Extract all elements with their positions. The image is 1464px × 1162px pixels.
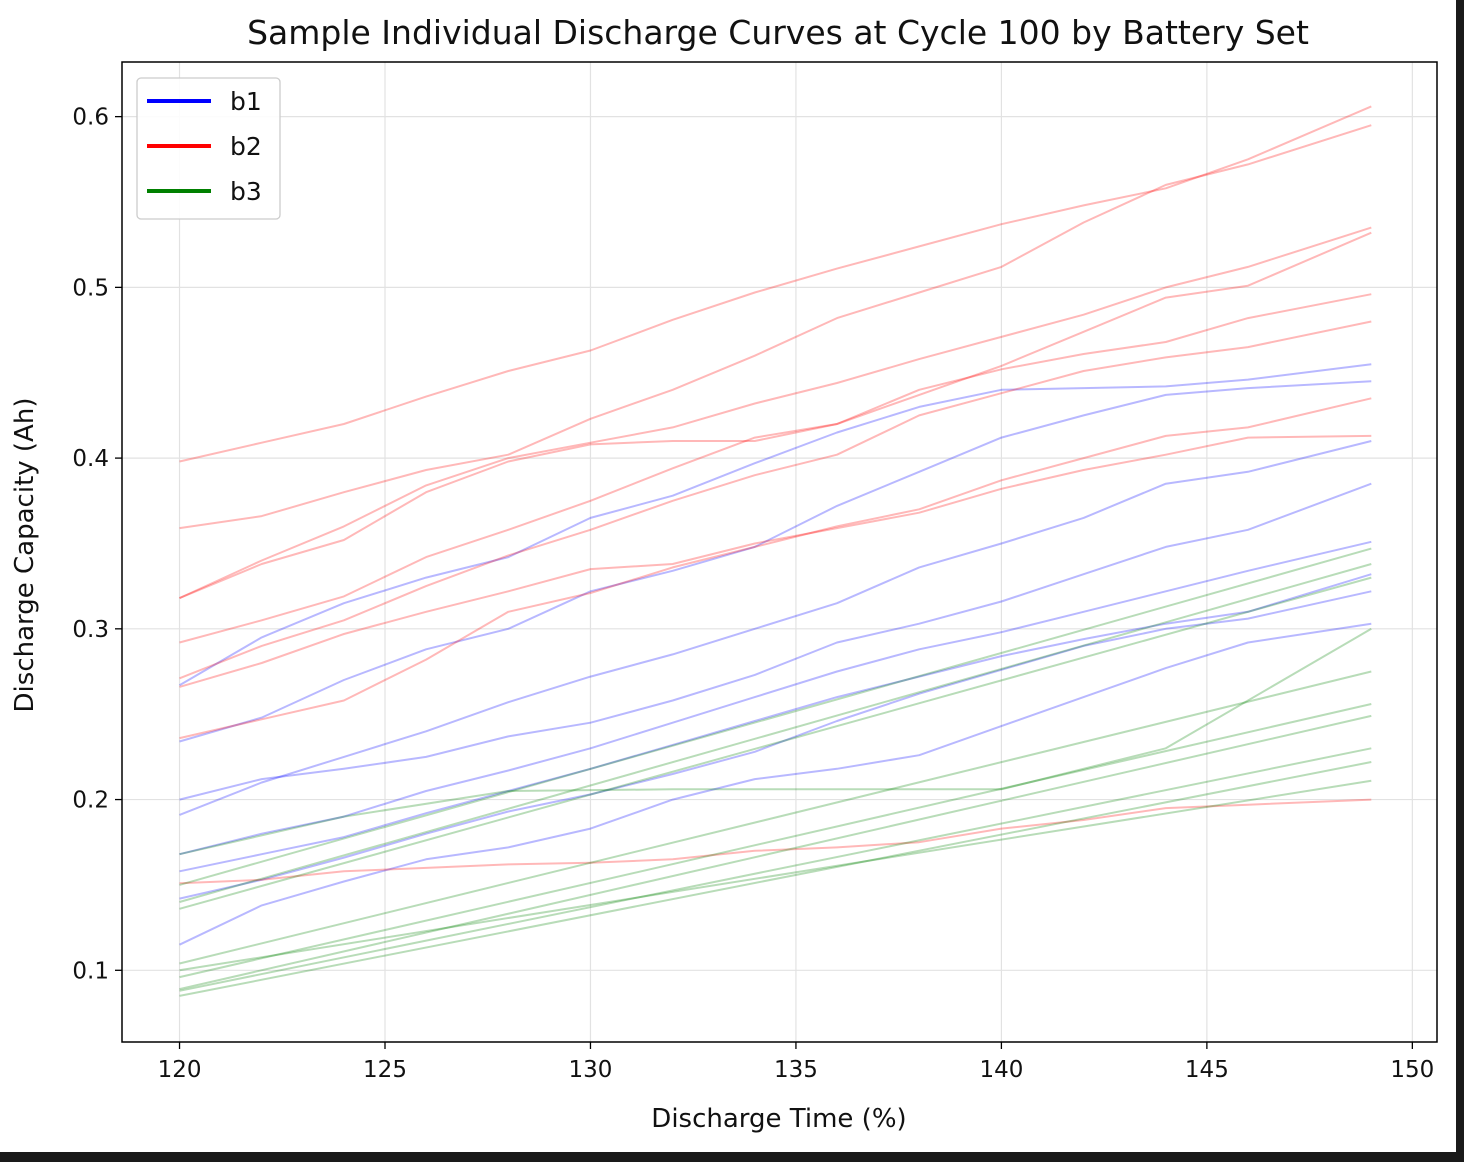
- window-right-edge: [1456, 0, 1464, 1162]
- series-line-b1-5: [179, 573, 1372, 873]
- series-line-b3-17: [179, 547, 1372, 886]
- series-line-b3-18: [179, 563, 1372, 903]
- legend-box: [136, 77, 281, 220]
- series-line-b1-7: [179, 622, 1372, 946]
- series-line-b1-2: [179, 440, 1372, 816]
- series-line-b1-6: [179, 590, 1372, 900]
- series-line-b2-11: [179, 231, 1372, 600]
- y-tick-label: 0.1: [72, 958, 109, 984]
- series-line-b1-4: [179, 540, 1372, 856]
- series-line-b2-10: [179, 226, 1372, 600]
- series-lines: [178, 105, 1372, 997]
- y-tick-label: 0.6: [72, 105, 109, 131]
- series-line-b3-19: [179, 576, 1372, 910]
- series-line-b2-12: [179, 293, 1372, 644]
- legend-label-b2: b2: [230, 132, 262, 161]
- y-tick-label: 0.5: [72, 275, 109, 301]
- series-line-b3-22: [179, 703, 1372, 979]
- series-line-b1-0: [178, 363, 1372, 687]
- y-tick-label: 0.4: [72, 446, 109, 472]
- series-line-b3-25: [179, 761, 1372, 997]
- x-tick-label: 145: [1185, 1057, 1229, 1083]
- series-line-b1-3: [179, 482, 1372, 801]
- series-line-b1-1: [179, 380, 1372, 743]
- grid: [122, 62, 1437, 1042]
- series-line-b3-26: [179, 779, 1372, 972]
- x-tick-label: 125: [363, 1057, 407, 1083]
- series-line-b2-14: [179, 397, 1372, 740]
- legend-label-b1: b1: [230, 87, 262, 116]
- plot-frame: [121, 61, 1438, 1043]
- series-line-b3-21: [179, 670, 1372, 965]
- x-tick-label: 130: [569, 1057, 613, 1083]
- series-line-b2-16: [179, 798, 1372, 885]
- series-line-b2-9: [179, 124, 1372, 530]
- series-line-b3-24: [179, 747, 1372, 992]
- x-tick-label: 140: [979, 1057, 1023, 1083]
- series-line-b3-20: [179, 627, 1372, 856]
- series-line-b3-23: [179, 714, 1372, 991]
- legend: b1 b2 b3: [136, 77, 281, 220]
- y-tick-label: 0.2: [72, 788, 109, 814]
- x-tick-label: 135: [774, 1057, 818, 1083]
- legend-label-b3: b3: [230, 177, 262, 206]
- series-line-b2-8: [179, 105, 1372, 463]
- axis-ticks: 120 125 130 135 140 145 150 0.1 0.2 0.3 0.4 0.5 0.6: [72, 105, 1434, 1083]
- window-bottom-edge: [0, 1152, 1464, 1162]
- chart-title: Sample Individual Discharge Curves at Cy…: [247, 13, 1309, 52]
- series-line-b2-13: [179, 320, 1372, 680]
- y-tick-label: 0.3: [72, 617, 109, 643]
- x-axis-label: Discharge Time (%): [651, 1104, 906, 1134]
- series-line-b2-15: [179, 434, 1372, 688]
- x-tick-label: 120: [158, 1057, 202, 1083]
- x-tick-label: 150: [1390, 1057, 1434, 1083]
- plot-area: [122, 62, 1437, 1042]
- y-axis-label: Discharge Capacity (Ah): [10, 398, 40, 713]
